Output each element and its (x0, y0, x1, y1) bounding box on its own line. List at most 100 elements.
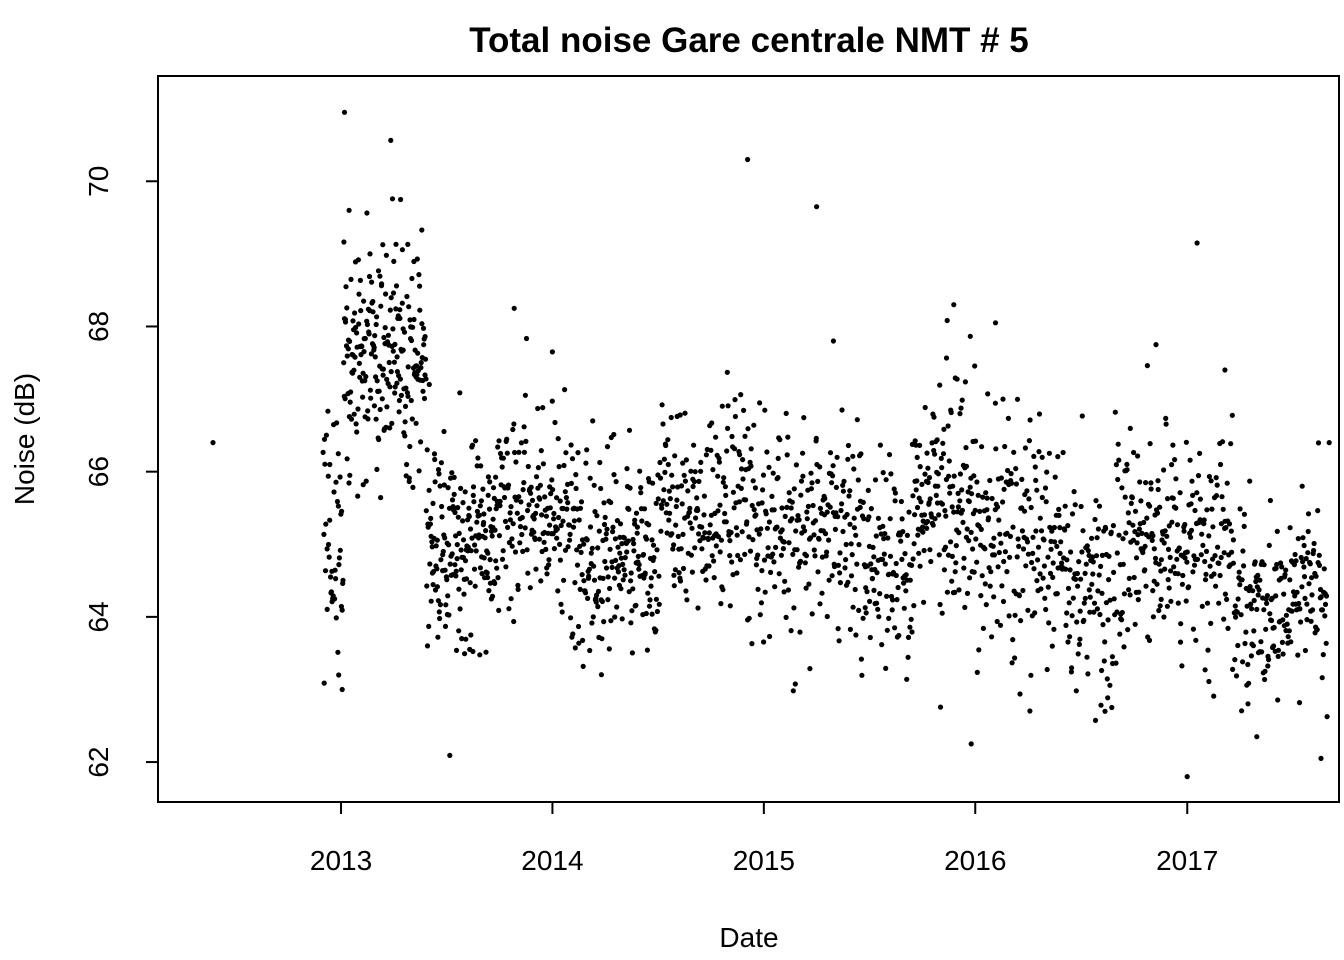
data-point (880, 523, 886, 529)
data-point (1056, 506, 1062, 512)
data-point (1173, 476, 1179, 482)
data-point (554, 526, 560, 532)
data-point (538, 448, 544, 454)
data-point (340, 577, 346, 583)
data-point (1032, 464, 1038, 470)
data-point (378, 303, 384, 309)
data-point (1037, 515, 1043, 521)
data-point (347, 472, 353, 478)
data-point (972, 438, 979, 444)
data-point (210, 440, 216, 446)
data-point (485, 492, 491, 498)
data-point (1113, 462, 1119, 468)
data-point (769, 493, 775, 499)
data-point (939, 501, 946, 507)
data-point (562, 547, 569, 553)
data-point (926, 475, 933, 481)
data-point (1158, 557, 1164, 563)
data-point (949, 504, 955, 510)
data-point (460, 518, 466, 524)
data-point (925, 465, 931, 471)
data-point (325, 408, 331, 414)
data-point (1251, 597, 1257, 604)
data-point (803, 553, 810, 559)
data-point (1271, 624, 1277, 631)
data-point (355, 257, 361, 263)
data-point (807, 535, 814, 541)
data-point (1215, 544, 1221, 550)
data-point (762, 589, 768, 595)
data-point (1184, 559, 1190, 565)
data-point (462, 558, 469, 564)
data-point (731, 446, 738, 452)
data-point (402, 419, 408, 425)
data-point (1122, 494, 1128, 500)
data-point (1233, 614, 1239, 620)
data-point (671, 542, 677, 548)
data-point (1250, 588, 1256, 594)
data-point (435, 634, 441, 640)
data-point (885, 535, 891, 541)
data-point (840, 528, 846, 535)
data-point (788, 628, 794, 634)
data-point (941, 426, 947, 432)
data-point (694, 495, 700, 501)
data-point (910, 493, 916, 499)
data-point (1131, 574, 1137, 581)
data-point (384, 376, 390, 382)
data-point (715, 473, 721, 479)
data-point (328, 589, 334, 595)
data-point (1124, 467, 1130, 473)
data-point (1171, 564, 1177, 570)
data-point (681, 472, 687, 478)
data-point (383, 252, 389, 258)
data-point (1273, 593, 1279, 599)
data-point (577, 543, 583, 549)
data-point (943, 355, 950, 361)
data-point (1224, 480, 1230, 486)
data-point (1190, 626, 1196, 632)
data-point (1157, 504, 1163, 510)
data-point (1246, 680, 1252, 686)
data-point (871, 554, 877, 560)
data-point (1125, 627, 1131, 633)
data-point (418, 360, 424, 366)
data-point (1267, 497, 1273, 504)
data-point (368, 351, 374, 357)
data-point (1275, 647, 1282, 653)
data-point (1161, 467, 1167, 473)
data-point (952, 589, 958, 596)
data-point (323, 432, 329, 438)
data-point (1010, 524, 1016, 530)
data-point (346, 207, 352, 213)
data-point (1279, 639, 1285, 646)
data-point (894, 597, 900, 603)
data-point (870, 544, 876, 551)
data-point (1007, 554, 1013, 560)
data-point (470, 648, 476, 655)
data-point (365, 408, 371, 414)
data-point (478, 498, 484, 504)
data-point (835, 562, 842, 568)
data-point (333, 576, 339, 582)
data-point (1158, 596, 1164, 603)
data-point (629, 650, 636, 656)
data-point (789, 516, 795, 522)
data-point (326, 554, 332, 560)
data-point (1009, 660, 1015, 666)
data-point (974, 479, 980, 485)
data-point (1037, 571, 1043, 577)
data-point (422, 334, 428, 340)
data-point (608, 499, 614, 506)
data-point (837, 550, 843, 556)
data-point (798, 478, 805, 484)
data-point (829, 480, 835, 486)
data-point (845, 456, 851, 462)
data-point (485, 474, 491, 480)
data-point (1103, 526, 1109, 532)
data-point (1247, 478, 1253, 484)
data-point (379, 396, 385, 402)
data-point (801, 415, 807, 421)
data-point (497, 503, 503, 509)
data-point (1147, 441, 1153, 447)
